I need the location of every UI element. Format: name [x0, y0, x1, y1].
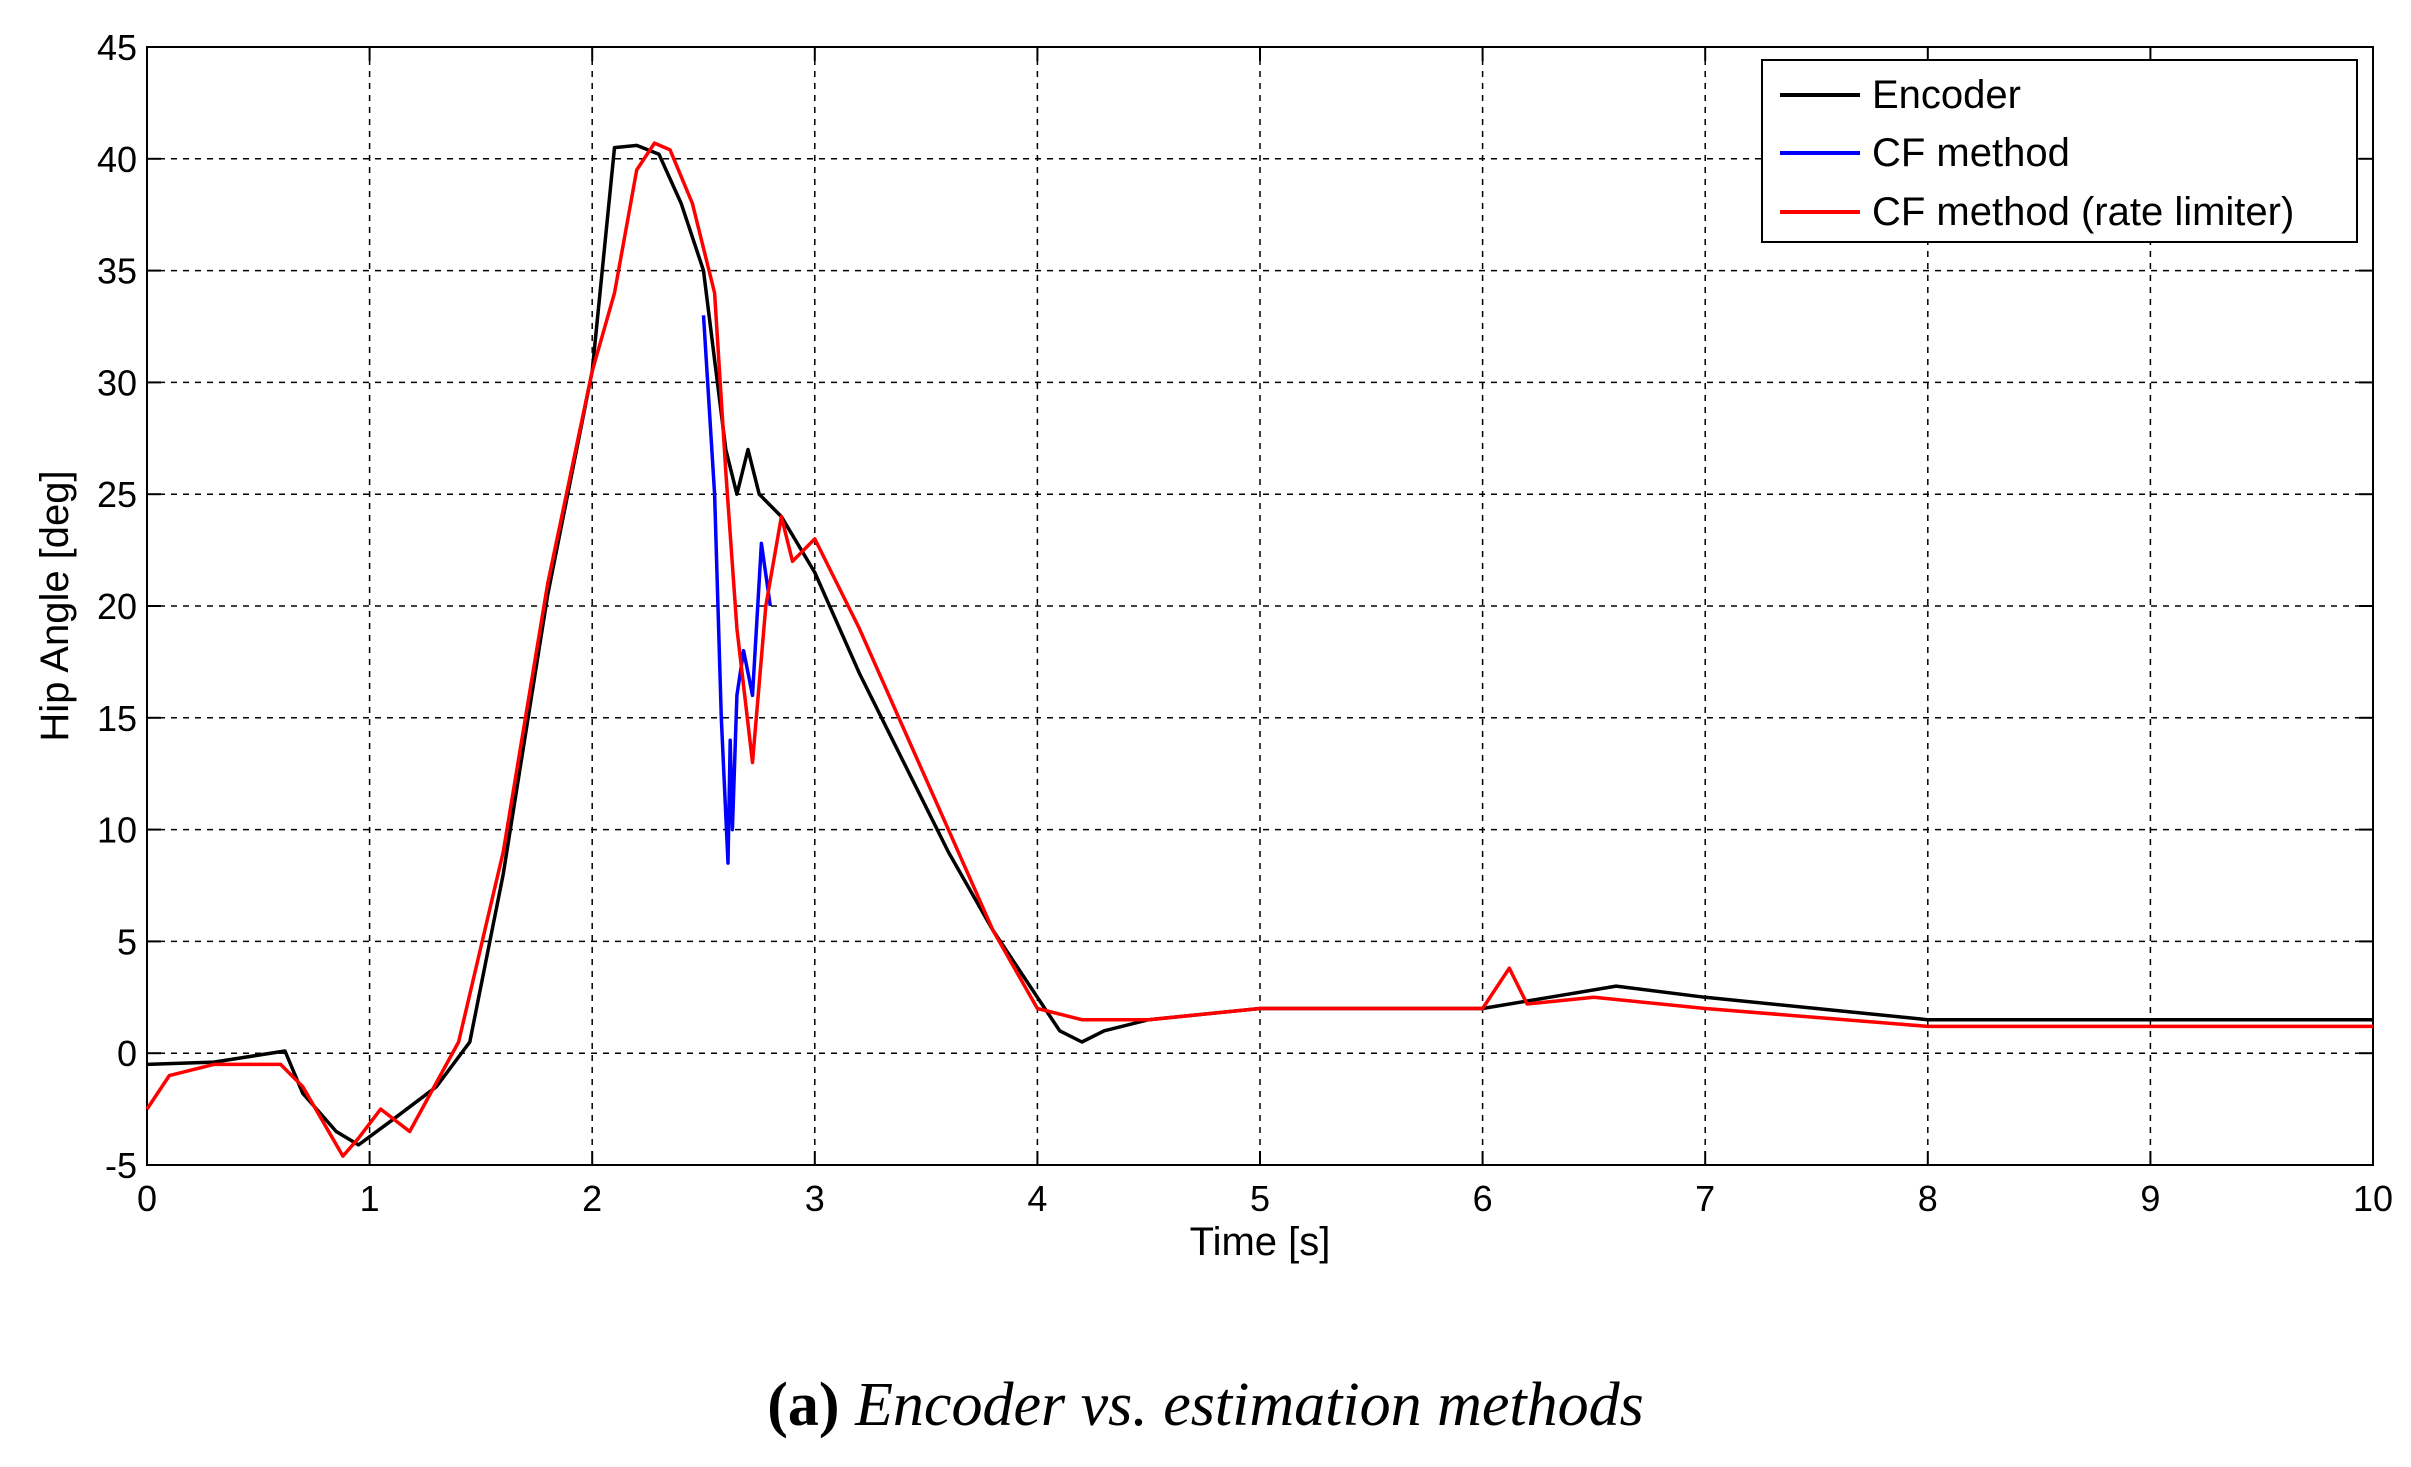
x-tick-label: 4 [1027, 1178, 1047, 1219]
legend: Encoder CF method CF method (rate limite… [1761, 59, 2358, 243]
y-tick-label: 25 [97, 474, 137, 515]
x-tick-label: 2 [582, 1178, 602, 1219]
axis-ticks [146, 46, 2374, 1166]
series-line-cf-method-rate-limiter [145, 141, 2373, 1158]
y-tick-label: -5 [105, 1145, 137, 1186]
series-line-encoder [146, 143, 2373, 1147]
legend-box [1761, 59, 2358, 243]
legend-label-encoder: Encoder [1872, 73, 2021, 117]
x-tick-label: 9 [2140, 1178, 2160, 1219]
x-tick-labels: 0 1 2 3 4 5 6 7 8 9 10 [137, 1178, 2393, 1219]
y-tick-labels: -5 0 5 10 15 20 25 30 35 40 45 [97, 27, 137, 1186]
y-tick-label: 40 [97, 139, 137, 180]
x-tick-label: 5 [1250, 1178, 1270, 1219]
x-tick-label: 3 [805, 1178, 825, 1219]
x-tick-label: 0 [137, 1178, 157, 1219]
x-tick-label: 1 [360, 1178, 380, 1219]
x-tick-label: 10 [2353, 1178, 2393, 1219]
y-tick-label: 35 [97, 251, 137, 292]
x-tick-label: 6 [1473, 1178, 1493, 1219]
y-tick-label: 20 [97, 586, 137, 627]
series-lines [145, 141, 2373, 1158]
series-line-cf-method [701, 315, 773, 865]
x-tick-label: 8 [1918, 1178, 1938, 1219]
y-tick-label: 5 [117, 921, 137, 962]
y-tick-label: 10 [97, 810, 137, 851]
figure-caption: (a) Encoder vs. estimation methods [0, 1370, 2411, 1441]
y-tick-label: 45 [97, 27, 137, 68]
x-tick-label: 7 [1695, 1178, 1715, 1219]
x-axis-title: Time [s] [1190, 1220, 1331, 1264]
y-tick-label: 0 [117, 1033, 137, 1074]
y-tick-label: 15 [97, 698, 137, 739]
y-tick-label: 30 [97, 362, 137, 403]
y-axis-title: Hip Angle [deg] [33, 470, 77, 741]
legend-label-cf-method: CF method [1872, 131, 2070, 175]
caption-letter: (a) [767, 1371, 840, 1439]
legend-label-cf-rate-limiter: CF method (rate limiter) [1872, 190, 2294, 234]
caption-text: Encoder vs. estimation methods [855, 1371, 1644, 1439]
